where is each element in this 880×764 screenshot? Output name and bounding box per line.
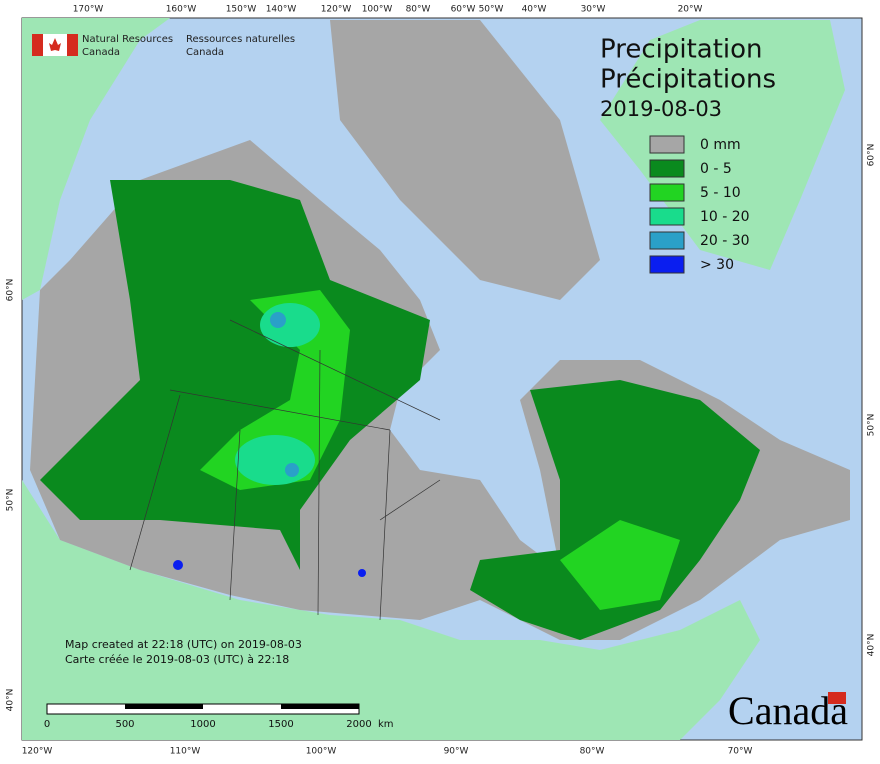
lon-label: 90°W — [444, 747, 469, 757]
lon-label: 80°W — [580, 747, 605, 757]
lon-label: 100°W — [362, 5, 393, 15]
scale-label: 1000 — [190, 719, 215, 730]
usa — [22, 480, 760, 740]
wordmark-flag — [828, 692, 846, 704]
lon-label: 50°W — [479, 5, 504, 15]
alaska — [22, 18, 170, 300]
legend-label: 20 - 30 — [700, 233, 750, 249]
lon-label: 150°W — [226, 5, 257, 15]
precip-very-heavy — [285, 463, 299, 477]
precip-west — [40, 180, 430, 570]
agency-en: Canada — [82, 47, 120, 58]
lon-label: 80°W — [406, 5, 431, 15]
lon-label: 40°W — [522, 5, 547, 15]
legend-label: > 30 — [700, 257, 734, 273]
legend-label: 0 mm — [700, 137, 741, 153]
lon-label: 170°W — [73, 5, 104, 15]
flag — [32, 34, 43, 56]
date: 2019-08-03 — [600, 97, 722, 121]
arctic-islands — [330, 20, 600, 300]
lon-label: 100°W — [306, 747, 337, 757]
agency-fr: Ressources naturelles — [186, 34, 295, 45]
lon-label: 160°W — [166, 5, 197, 15]
precip-very-heavy — [270, 312, 286, 328]
lat-label: 40°N — [867, 634, 877, 657]
scale-unit: km — [378, 719, 394, 730]
flag-leaf — [49, 38, 61, 51]
lon-label: 140°W — [266, 5, 297, 15]
scale-bar — [281, 704, 359, 709]
lat-label: 40°N — [6, 689, 16, 712]
lon-label: 120°W — [321, 5, 352, 15]
legend-label: 5 - 10 — [700, 185, 741, 201]
boundaries — [129, 319, 441, 621]
lat-label: 60°N — [867, 144, 877, 167]
lon-label: 30°W — [581, 5, 606, 15]
lon-label: 20°W — [678, 5, 703, 15]
scale-label: 0 — [44, 719, 50, 730]
precip-heavy — [260, 303, 320, 347]
title: Précipitations — [600, 65, 776, 95]
lat-label: 50°N — [867, 414, 877, 437]
greenland — [600, 20, 845, 270]
legend-swatch — [649, 231, 685, 250]
precip-band — [200, 290, 350, 490]
legend-swatch — [649, 135, 685, 154]
land — [22, 18, 850, 740]
legend-label: 10 - 20 — [700, 209, 750, 225]
scale-label: 2000 — [346, 719, 371, 730]
note: Map created at 22:18 (UTC) on 2019-08-03 — [65, 638, 302, 651]
lon-label: 110°W — [170, 747, 201, 757]
legend-swatch — [649, 255, 685, 274]
note: Carte créée le 2019-08-03 (UTC) à 22:18 — [65, 653, 289, 666]
scale-label: 1500 — [268, 719, 293, 730]
lon-label: 60°W — [451, 5, 476, 15]
legend-swatch — [649, 183, 685, 202]
scale-bar — [125, 704, 203, 709]
precip-extreme — [358, 569, 366, 577]
title: Precipitation — [600, 35, 763, 65]
scale-label: 500 — [115, 719, 134, 730]
agency-fr: Canada — [186, 47, 224, 58]
legend-swatch — [649, 207, 685, 226]
lon-label: 120°W — [22, 747, 53, 757]
precip-quebec — [560, 520, 680, 610]
precip-extreme — [173, 560, 183, 570]
agency-en: Natural Resources — [82, 34, 173, 45]
legend-swatch — [649, 159, 685, 178]
wordmark: Canada — [728, 688, 848, 733]
lat-label: 50°N — [6, 489, 16, 512]
precip-heavy — [235, 435, 315, 485]
legend-label: 0 - 5 — [700, 161, 732, 177]
flag — [67, 34, 78, 56]
precip-east — [470, 380, 760, 640]
lon-label: 70°W — [728, 747, 753, 757]
lat-label: 60°N — [6, 279, 16, 302]
